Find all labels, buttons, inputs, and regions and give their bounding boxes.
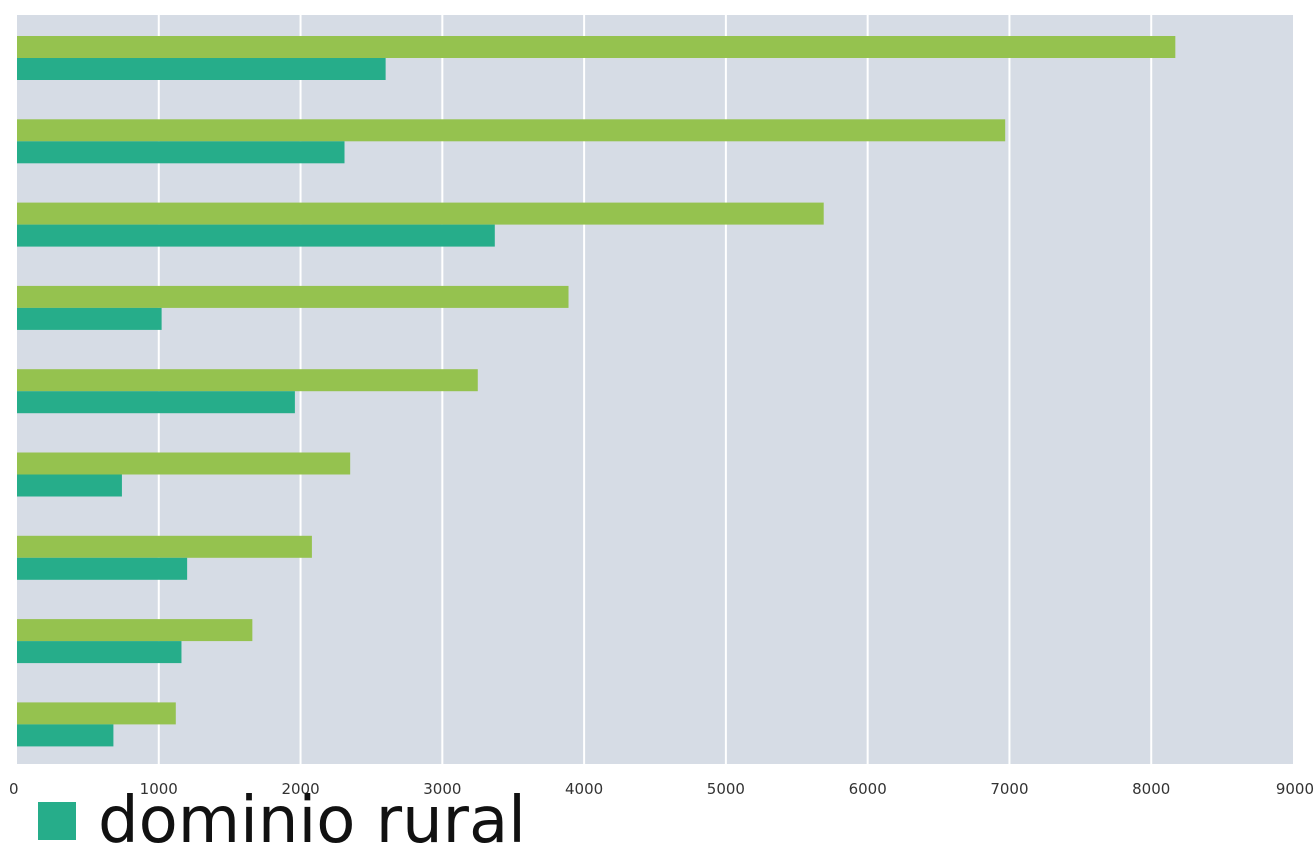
bar-series-1 xyxy=(17,369,478,391)
bar-series-1 xyxy=(17,36,1175,58)
x-tick-label: 4000 xyxy=(565,780,603,798)
legend-label: dominio rural xyxy=(98,789,526,853)
bar-dominio-rural xyxy=(17,558,187,580)
bar-dominio-rural xyxy=(17,58,386,80)
bar-series-1 xyxy=(17,453,350,475)
bar-dominio-rural xyxy=(17,391,295,413)
x-tick-label: 5000 xyxy=(707,780,745,798)
bar-dominio-rural xyxy=(17,141,345,163)
bar-series-1 xyxy=(17,536,312,558)
bar-dominio-rural xyxy=(17,724,113,746)
bar-series-1 xyxy=(17,619,252,641)
bar-series-1 xyxy=(17,119,1005,141)
x-tick-label: 0 xyxy=(9,780,19,798)
bar-dominio-rural xyxy=(17,475,122,497)
x-tick-label: 9000 xyxy=(1276,780,1314,798)
legend-swatch-dominio-rural xyxy=(38,802,76,840)
x-tick-label: 6000 xyxy=(849,780,887,798)
x-tick-label: 8000 xyxy=(1132,780,1170,798)
legend: dominio rural xyxy=(38,776,526,866)
bar-chart: 0 1000 2000 3000 4000 5000 6000 7000 8000 9000 xyxy=(0,0,1314,800)
x-tick-label: 7000 xyxy=(990,780,1028,798)
bar-dominio-rural xyxy=(17,641,181,663)
bar-series-1 xyxy=(17,203,824,225)
bar-series-1 xyxy=(17,702,176,724)
bar-series-1 xyxy=(17,286,569,308)
bar-dominio-rural xyxy=(17,308,162,330)
bar-dominio-rural xyxy=(17,225,495,247)
